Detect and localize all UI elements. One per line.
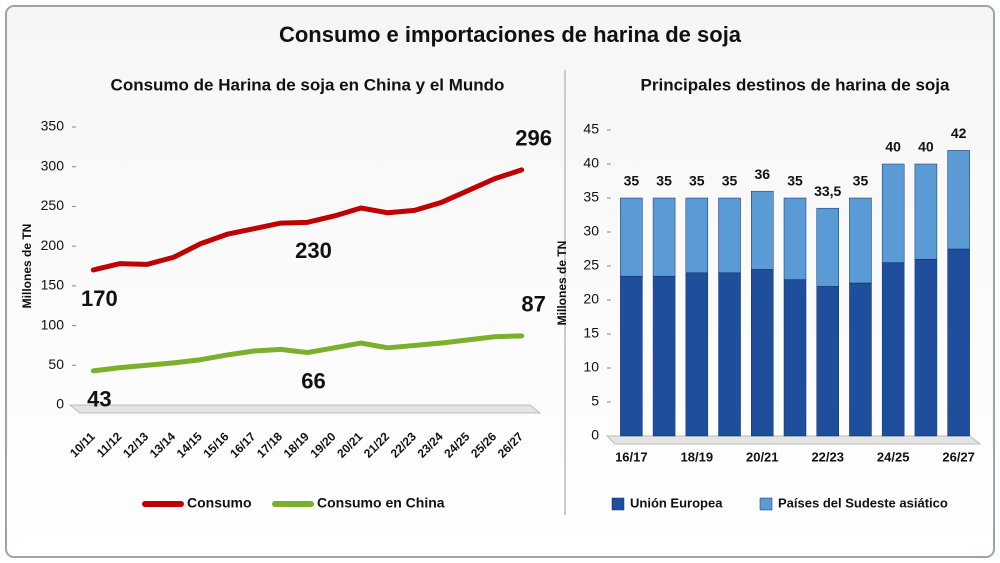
x-tick-label: 26/27 (942, 449, 975, 464)
y-tick-label: 25 (583, 257, 599, 273)
data-label: 66 (301, 368, 325, 393)
legend-swatch (611, 497, 625, 511)
bar-segment (751, 269, 774, 437)
bar-segment (816, 207, 839, 287)
bar-segment (914, 163, 938, 260)
floor (605, 435, 982, 445)
data-label: 43 (87, 387, 111, 412)
bar-segment (947, 150, 970, 250)
x-tick-label: 16/17 (615, 449, 648, 464)
y-tick-label: 30 (583, 223, 599, 239)
bar-segment (652, 275, 676, 437)
x-tick-label: 22/23 (811, 449, 844, 464)
total-label: 40 (885, 139, 901, 155)
y-tick-label: 300 (41, 157, 65, 173)
total-label: 36 (754, 166, 770, 182)
y-tick-label: 150 (41, 277, 65, 293)
y-tick-label: 40 (583, 155, 599, 171)
y-axis-label: Millones de TN (20, 224, 34, 309)
data-label: 230 (295, 238, 332, 263)
y-tick-label: 200 (41, 237, 65, 253)
total-label: 35 (624, 173, 640, 189)
y-tick-label: 50 (48, 356, 64, 372)
chart-title: Principales destinos de harina de soja (641, 75, 950, 94)
total-label: 35 (689, 173, 705, 189)
y-tick-label: 250 (41, 197, 65, 213)
data-label: 87 (521, 292, 545, 317)
data-label: 296 (515, 126, 552, 151)
y-tick-label: 100 (41, 316, 65, 332)
y-tick-label: 45 (583, 121, 599, 137)
bar-segment (620, 197, 643, 277)
line-series (90, 167, 525, 273)
y-tick-label: 20 (583, 291, 599, 307)
bar-segment (685, 272, 709, 437)
x-tick-label: 24/25 (877, 449, 910, 464)
legend-swatch (759, 497, 773, 511)
floor (68, 404, 542, 414)
legend-label: Unión Europea (630, 495, 723, 510)
total-label: 35 (722, 173, 738, 189)
y-tick-label: 350 (41, 118, 65, 134)
bar-segment (849, 282, 872, 437)
y-tick-label: 0 (56, 396, 64, 412)
bar-segment (783, 279, 807, 437)
total-label: 35 (787, 173, 803, 189)
legend-label: Consumo (187, 495, 252, 511)
total-label: 35 (853, 173, 869, 189)
total-label: 40 (918, 139, 934, 155)
bar-segment (718, 197, 741, 274)
x-tick-label: 18/19 (681, 449, 714, 464)
x-tick-label: 20/21 (746, 449, 779, 464)
legend-label: Países del Sudeste asiático (778, 495, 948, 510)
bar-segment (783, 197, 807, 280)
bar-segment (881, 262, 905, 437)
y-tick-label: 10 (583, 359, 599, 375)
total-label: 33,5 (814, 183, 841, 199)
y-tick-label: 0 (591, 427, 599, 443)
bar-segment (816, 286, 839, 437)
y-tick-label: 5 (591, 393, 599, 409)
chart-title: Consumo de Harina de soja en China y el … (111, 75, 505, 94)
total-label: 42 (951, 125, 967, 141)
line-series (90, 333, 525, 374)
y-tick-label: 15 (583, 325, 599, 341)
bar-segment (718, 272, 741, 437)
bar-segment (914, 258, 938, 437)
bar-segment (751, 190, 774, 270)
bar-segment (849, 197, 872, 284)
total-label: 35 (656, 173, 672, 189)
y-axis-label: Millones de TN (555, 241, 569, 326)
y-tick-label: 35 (583, 189, 599, 205)
frame (5, 5, 995, 558)
data-label: 170 (81, 286, 118, 311)
bar-segment (685, 197, 709, 274)
bar-segment (620, 275, 643, 437)
bar-segment (947, 248, 970, 437)
bar-segment (881, 163, 905, 263)
page-title: Consumo e importaciones de harina de soj… (279, 22, 742, 47)
legend-label: Consumo en China (317, 495, 445, 511)
bar-segment (652, 197, 676, 277)
